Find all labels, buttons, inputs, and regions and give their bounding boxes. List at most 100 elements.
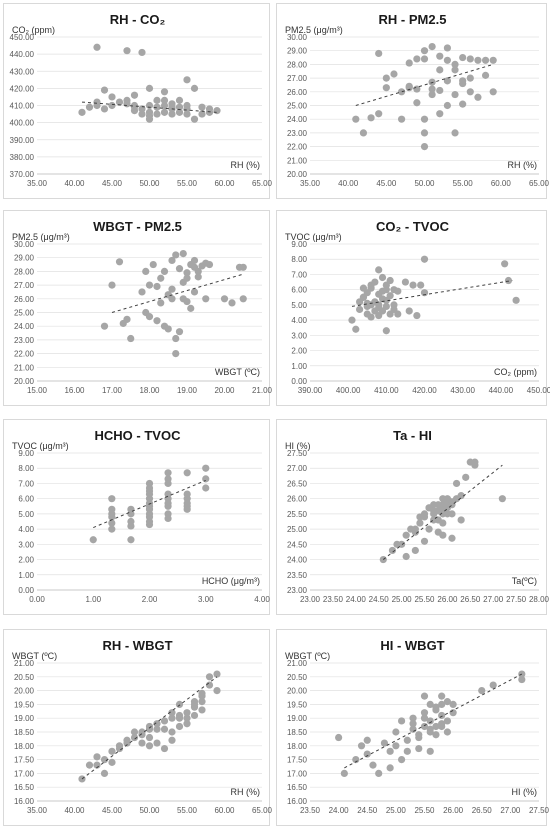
x-tick-label: 24.50 [369,595,390,604]
x-axis-label: Ta(ºC) [512,576,537,586]
data-point [382,84,390,92]
x-tick-label: 45.00 [102,806,123,815]
data-point [411,528,419,536]
data-point [462,473,470,481]
data-point [390,70,398,78]
x-tick-label: 24.00 [329,806,350,815]
data-point [127,536,135,544]
chart-title: HI - WBGT [380,638,444,653]
data-point [202,484,210,492]
x-tick-label: 27.50 [529,806,550,815]
data-point [190,711,199,720]
data-point [481,71,490,79]
data-point [153,103,161,111]
data-point [489,681,497,689]
data-point [375,110,383,118]
data-point [123,47,131,55]
y-axis-label: WBGT (ºC) [285,651,330,661]
data-point [448,498,456,506]
data-point [335,733,343,742]
data-point [100,86,109,94]
y-tick-label: 28.00 [14,267,35,276]
y-tick-label: 420.00 [10,84,35,93]
x-tick-label: 45.00 [102,179,123,188]
chart-title: RH - PM2.5 [379,12,447,27]
x-tick-label: 21.00 [252,386,273,395]
data-point [183,469,191,477]
data-point [380,739,389,747]
y-tick-label: 18.50 [14,728,35,737]
x-tick-label: 55.00 [453,179,474,188]
y-tick-label: 1.00 [18,571,34,580]
y-tick-label: 25.50 [287,510,308,519]
data-point [443,698,451,706]
y-tick-label: 21.00 [14,659,35,668]
data-point [409,720,417,728]
x-tick-label: 27.00 [483,595,504,604]
data-point [363,736,371,744]
trendline [81,676,218,780]
chart-panel-wbgt-pm25: WBGT - PM2.5 PM2.5 (μg/m³) 20.00 21.00 22.00… [3,210,273,406]
chart-svg-rh-co2: RH - CO₂ CO₂ (ppm) 370.00 380.00 390.00 400.0… [10,12,273,188]
data-point [386,276,394,285]
y-tick-label: 19.50 [14,700,35,709]
data-point [89,536,97,544]
y-tick-label: 0.00 [18,586,34,595]
data-point [363,750,371,758]
data-point [183,101,191,110]
data-point [363,299,371,307]
data-point [183,76,191,84]
data-point [175,714,184,722]
y-tick-label: 4.00 [18,525,34,534]
data-point [164,469,172,477]
chart-panel-co2-tvoc: CO₂ - TVOC TVOC (μg/m³) 0.00 1.00 2.00 3.00 4.… [276,210,550,406]
data-point [198,110,206,118]
data-point [239,263,247,271]
data-point [382,74,390,82]
data-point [378,273,387,282]
x-tick-label: 420.00 [412,386,437,395]
x-tick-label: 25.50 [414,806,435,815]
x-tick-label: 45.00 [376,179,397,188]
data-point [405,307,413,315]
data-point [443,44,451,52]
data-point [160,96,169,104]
data-point [153,739,161,747]
data-point [356,305,364,314]
data-point [213,687,221,695]
data-point [145,115,154,123]
x-tick-label: 50.00 [139,179,160,188]
data-point [205,681,214,689]
data-point [190,84,199,92]
data-point [172,334,180,343]
data-point [367,284,375,292]
x-tick-label: 26.50 [472,806,493,815]
data-point [183,269,191,277]
data-point [426,717,434,725]
chart-panel-hcho-tvoc: HCHO - TVOC TVOC (μg/m³) 0.00 1.00 2.00 3.00 4… [3,419,270,615]
chart-svg-rh-pm25: RH - PM2.5 PM2.5 (μg/m³) 20.00 21.00 22.00 23… [285,12,550,188]
y-tick-label: 25.00 [287,525,308,534]
y-tick-label: 27.00 [287,74,308,83]
data-point [160,744,169,753]
data-point [432,731,440,739]
y-tick-label: 26.00 [287,495,308,504]
x-tick-label: 27.50 [506,595,527,604]
data-point [153,725,161,733]
y-tick-label: 27.00 [287,464,308,473]
data-point [489,88,497,96]
data-point [115,258,124,266]
data-point [145,484,154,492]
data-point [123,100,131,108]
y-tick-label: 7.00 [291,270,307,279]
data-point [78,108,86,116]
y-tick-label: 19.50 [287,700,308,709]
x-tick-label: 19.00 [177,386,198,395]
y-tick-label: 29.00 [14,254,35,263]
x-tick-label: 27.00 [500,806,521,815]
x-tick-label: 28.00 [529,595,550,604]
data-point [382,302,390,311]
chart-svg-hi-wbgt: HI - WBGT WBGT (ºC) 16.00 16.50 17.00 17.50 18… [285,638,550,815]
data-point [466,88,474,96]
data-point [420,115,429,123]
